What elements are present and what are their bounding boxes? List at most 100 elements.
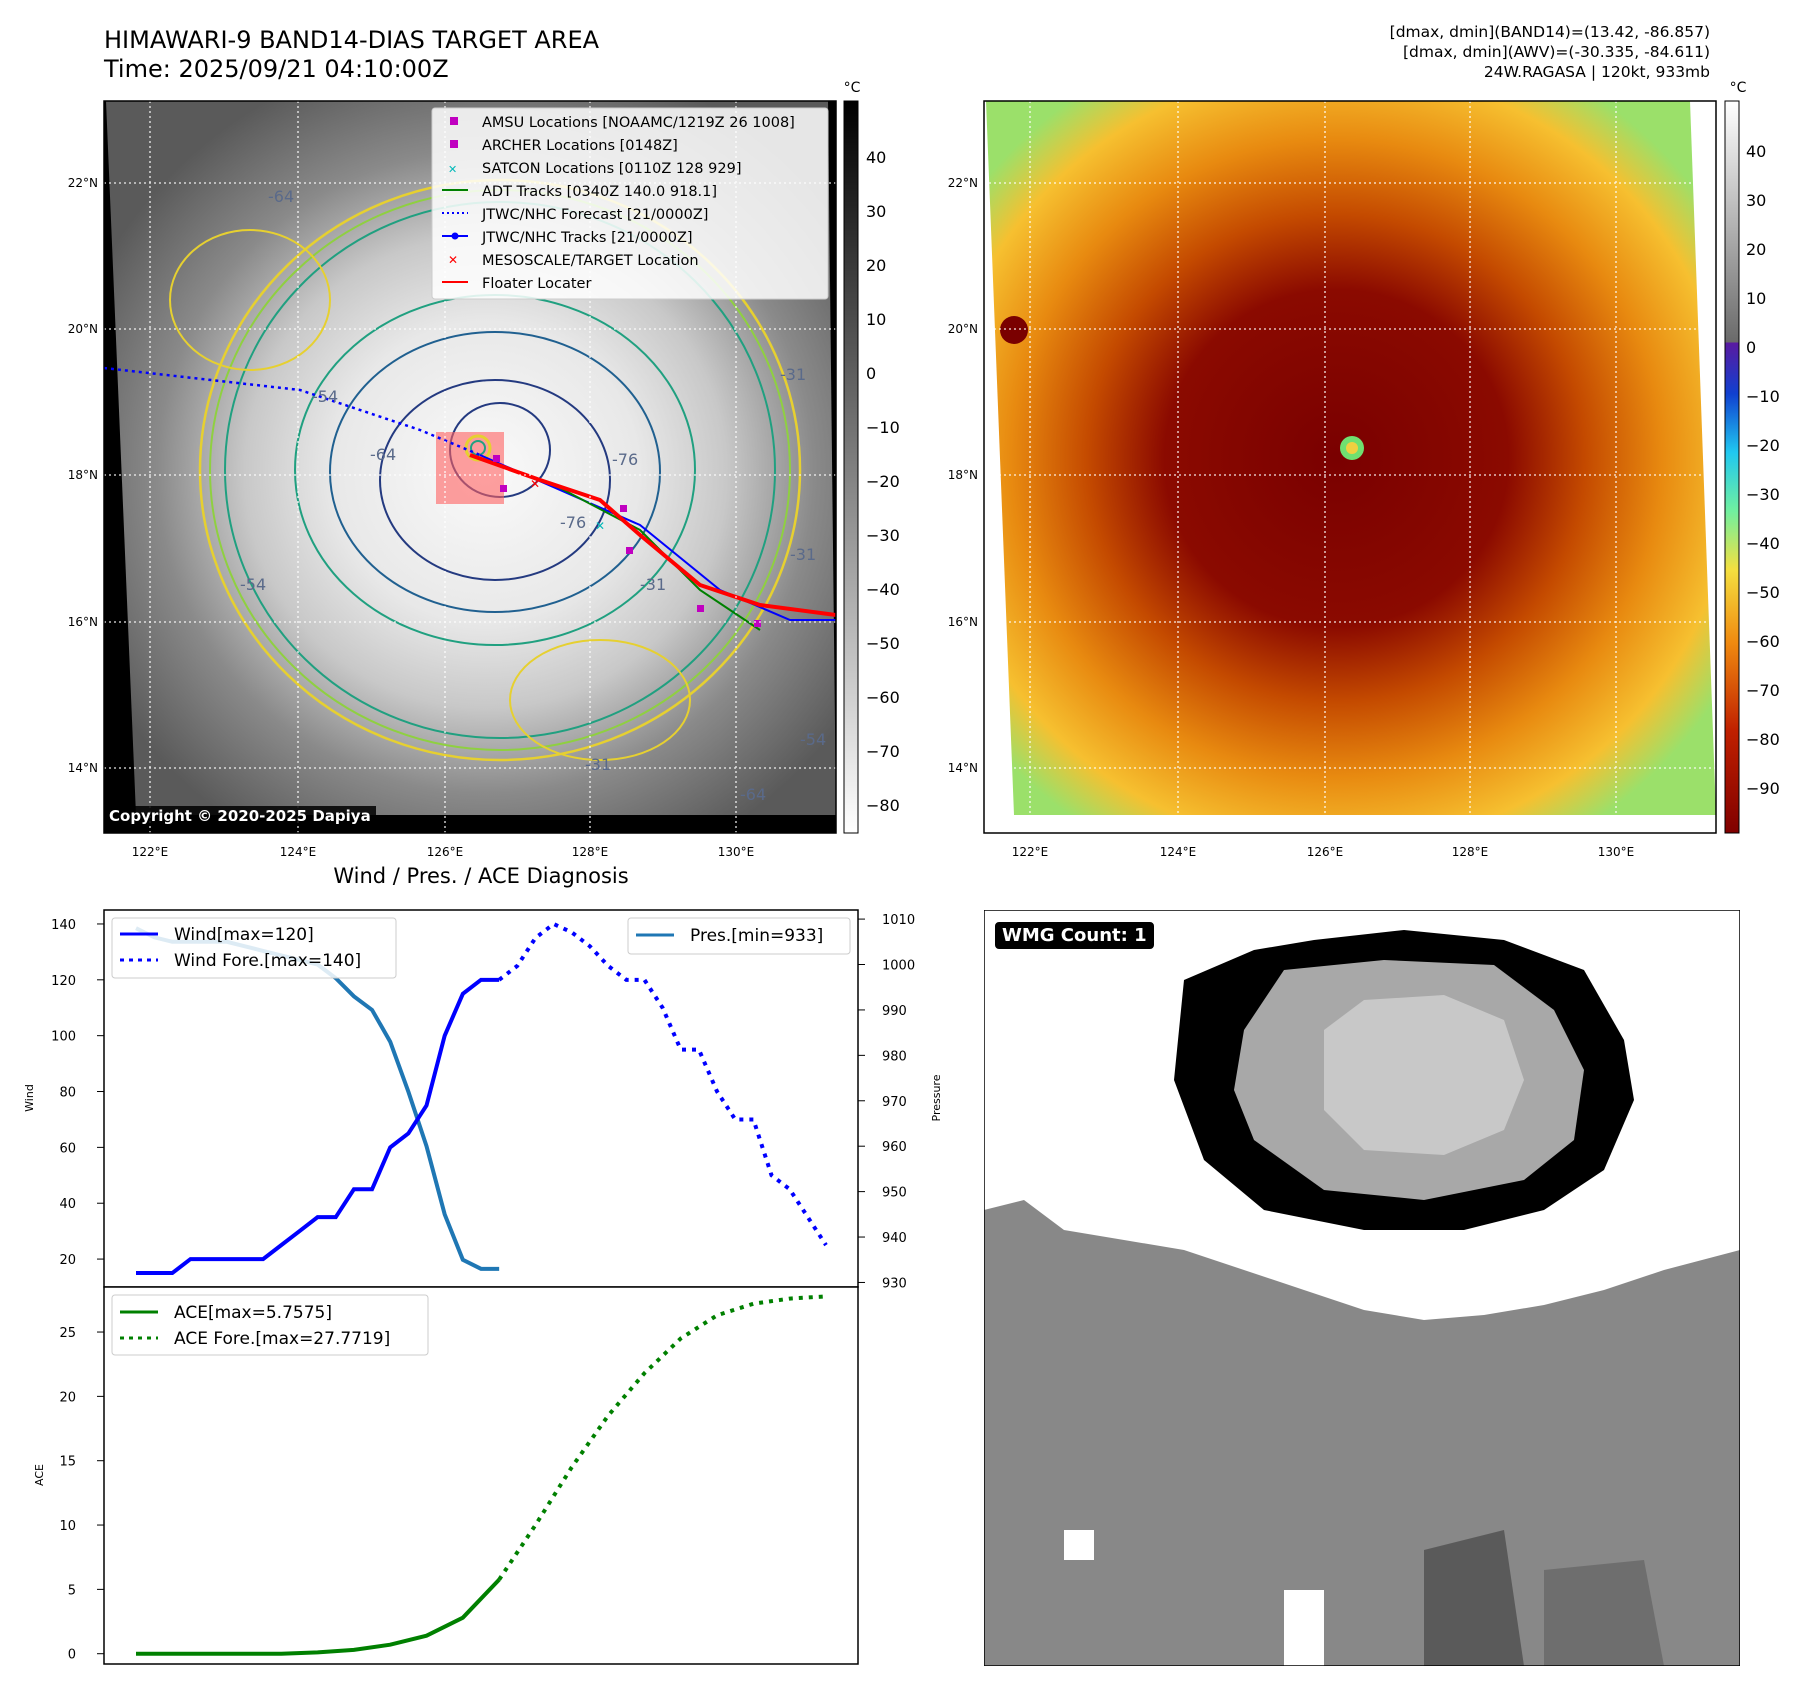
contour-label: -64 — [370, 445, 396, 464]
colorbar-tick: −40 — [1746, 534, 1780, 553]
title-line-satellite: HIMAWARI-9 BAND14-DIAS TARGET AREA — [104, 26, 600, 54]
pressure-tick: 950 — [882, 1186, 907, 1201]
legend-archer: ARCHER Locations [0148Z] — [482, 138, 678, 154]
colorbar-tick: −30 — [866, 526, 900, 545]
stats-block: [dmax, dmin](BAND14)=(13.42, -86.857) [d… — [1390, 22, 1710, 82]
lat-label: 20°N — [948, 322, 978, 336]
pressure-legend: Pres.[min=933] — [627, 917, 851, 955]
stat-band14: [dmax, dmin](BAND14)=(13.42, -86.857) — [1389, 23, 1710, 41]
diagnosis-title: Wind / Pres. / ACE Diagnosis — [333, 864, 629, 888]
lon-label: 122°E — [1012, 845, 1049, 859]
awv-colorbar-unit: °C — [1730, 80, 1747, 96]
colorbar-tick: −40 — [866, 580, 900, 599]
contour-label: -64 — [268, 187, 294, 206]
pressure-tick: 980 — [882, 1049, 907, 1064]
colorbar-tick: −80 — [866, 796, 900, 815]
lat-label: 14°N — [68, 761, 98, 775]
lat-label: 18°N — [68, 468, 98, 482]
contour-label: -64 — [740, 785, 766, 804]
legend-jtwc-tracks: JTWC/NHC Tracks [21/0000Z] — [481, 230, 693, 246]
awv-colorbar — [1724, 100, 1740, 834]
wind-tick: 140 — [51, 918, 76, 933]
lat-label: 22°N — [68, 176, 98, 190]
ace-tick: 10 — [59, 1519, 76, 1534]
pressure-tick: 1000 — [882, 959, 915, 974]
contour-label: -31 — [790, 545, 816, 564]
pressure-tick: 1010 — [882, 913, 915, 928]
ace-ylabel: ACE — [33, 1464, 46, 1486]
wind-tick: 80 — [59, 1086, 76, 1101]
contour-label: -54 — [800, 730, 826, 749]
contour-label: -76 — [560, 513, 586, 532]
colorbar-tick: 0 — [866, 364, 876, 383]
wind-tick: 100 — [51, 1030, 76, 1045]
colorbar-tick: 40 — [1746, 142, 1766, 161]
colorbar-tick: −20 — [1746, 436, 1780, 455]
colorbar-tick: −50 — [1746, 583, 1780, 602]
ir-colorbar — [843, 100, 859, 834]
awv-lon-labels: 122°E 124°E 126°E 128°E 130°E — [1012, 845, 1635, 859]
colorbar-tick: 20 — [1746, 240, 1766, 259]
svg-text:✕: ✕ — [595, 519, 605, 533]
pressure-tick: 960 — [882, 1140, 907, 1155]
contour-label: -54 — [240, 575, 266, 594]
legend-mesoscale: MESOSCALE/TARGET Location — [482, 253, 699, 269]
ace-line — [136, 1578, 501, 1656]
colorbar-tick: 10 — [1746, 289, 1766, 308]
ace-tick: 20 — [59, 1390, 76, 1405]
awv-imagery — [984, 101, 1716, 833]
colorbar-tick: 10 — [866, 310, 886, 329]
lat-label: 18°N — [948, 468, 978, 482]
pressure-ticks: 1010 1000 990 980 970 960 950 940 930 — [882, 913, 915, 1291]
colorbar-tick: −50 — [866, 634, 900, 653]
stat-storm: 24W.RAGASA | 120kt, 933mb — [1483, 63, 1710, 81]
contour-label: -76 — [612, 450, 638, 469]
lat-label: 20°N — [68, 322, 98, 336]
legend-amsu: AMSU Locations [NOAAMC/1219Z 26 1008] — [482, 115, 795, 131]
colorbar-tick: 40 — [866, 148, 886, 167]
pressure-ylabel: Pressure — [930, 1074, 943, 1121]
colorbar-tick: −10 — [866, 418, 900, 437]
legend-floater: Floater Locater — [482, 276, 591, 292]
legend-wind: Wind[max=120] — [174, 925, 314, 945]
svg-text:✕: ✕ — [448, 163, 457, 176]
pressure-tick: 970 — [882, 1095, 907, 1110]
lon-label: 128°E — [572, 845, 609, 859]
legend-ace-forecast: ACE Fore.[max=27.7719] — [174, 1329, 390, 1349]
title-line-time: Time: 2025/09/21 04:10:00Z — [104, 55, 449, 83]
legend-adt: ADT Tracks [0340Z 140.0 918.1] — [482, 184, 717, 200]
wmg-panel — [984, 910, 1740, 1666]
figure-title: HIMAWARI-9 BAND14-DIAS TARGET AREA Time:… — [104, 26, 599, 84]
legend-ace: ACE[max=5.7575] — [174, 1303, 332, 1323]
copyright-badge: Copyright © 2020-2025 Dapiya — [104, 806, 376, 826]
lat-label: 22°N — [948, 176, 978, 190]
wind-forecast-line — [497, 921, 828, 1247]
legend-jtwc-forecast: JTWC/NHC Forecast [21/0000Z] — [481, 207, 708, 223]
lon-label: 126°E — [1307, 845, 1344, 859]
pressure-tick: 990 — [882, 1004, 907, 1019]
lon-label: 128°E — [1452, 845, 1489, 859]
colorbar-tick: −30 — [1746, 485, 1780, 504]
ir-map-panel: ✕ ✕ -64 -54 -64 -76 -76 -31 -31 -54 -64 … — [68, 80, 1780, 859]
wind-tick: 20 — [59, 1253, 76, 1268]
ace-tick: 0 — [68, 1648, 76, 1663]
svg-text:✕: ✕ — [530, 477, 540, 491]
ace-legend: ACE[max=5.7575] ACE Fore.[max=27.7719] — [111, 1294, 429, 1356]
contour-label: -31 — [640, 575, 666, 594]
ir-legend: ✕ ✕ AMSU Locations [NOAAMC/1219Z 26 1008… — [431, 107, 829, 300]
pressure-tick: 940 — [882, 1231, 907, 1246]
lon-label: 130°E — [1598, 845, 1635, 859]
wind-ticks: 140 120 100 80 60 40 20 — [51, 918, 76, 1268]
lat-label: 16°N — [948, 615, 978, 629]
awv-colorbar-ticks: 40 30 20 10 0 −10 −20 −30 −40 −50 −60 −7… — [1746, 142, 1780, 798]
lat-label: 14°N — [948, 761, 978, 775]
lat-label: 16°N — [68, 615, 98, 629]
stat-awv: [dmax, dmin](AWV)=(-30.335, -84.611) — [1403, 43, 1710, 61]
ace-tick: 5 — [68, 1583, 76, 1598]
colorbar-tick: −20 — [866, 472, 900, 491]
wind-line — [136, 977, 500, 1276]
wind-legend: Wind[max=120] Wind Fore.[max=140] — [111, 917, 397, 979]
colorbar-tick: −90 — [1746, 779, 1780, 798]
colorbar-tick: −70 — [866, 742, 900, 761]
ir-lon-labels: 122°E 124°E 126°E 128°E 130°E — [132, 845, 755, 859]
